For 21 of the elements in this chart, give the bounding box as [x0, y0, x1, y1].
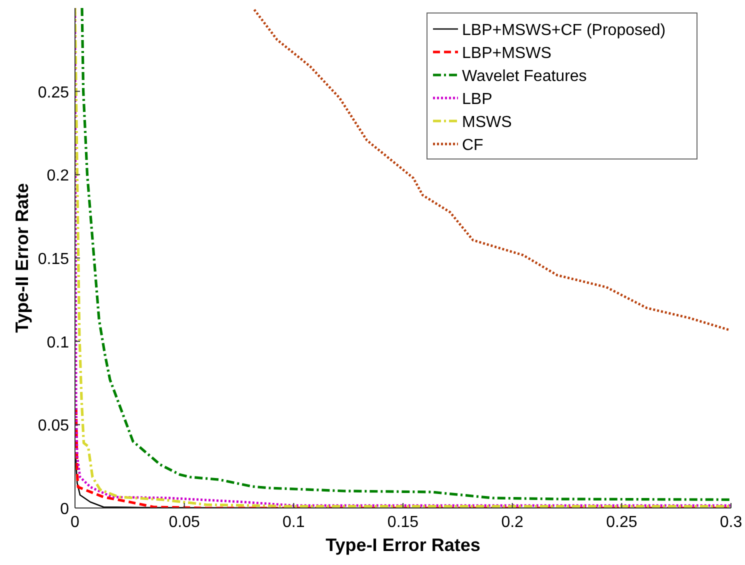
- x-tick-label: 0.15: [387, 514, 419, 531]
- x-tick-label: 0.05: [168, 514, 200, 531]
- y-tick-label: 0.2: [46, 168, 70, 185]
- y-tick-label: 0.1: [46, 334, 70, 352]
- legend-label: LBP+MSWS+CF (Proposed): [462, 22, 666, 39]
- legend-label: LBP+MSWS: [462, 45, 552, 62]
- y-tick-label: 0.15: [38, 251, 70, 268]
- x-tick-label: 0.3: [720, 514, 742, 531]
- legend-label: LBP: [462, 91, 492, 108]
- y-tick-label: 0.05: [38, 418, 70, 435]
- legend-label: Wavelet Features: [462, 68, 587, 85]
- y-axis-title: Type-II Error Rate: [12, 183, 32, 333]
- legend-label: CF: [462, 137, 484, 154]
- x-axis-title: Type-I Error Rates: [326, 535, 480, 555]
- y-tick-label: 0: [60, 501, 70, 518]
- legend-label: MSWS: [462, 114, 512, 131]
- y-tick-label: 0.25: [38, 84, 70, 102]
- x-tick-label: 0.2: [501, 514, 524, 531]
- x-tick-label: 0.25: [606, 514, 638, 531]
- x-tick-label: 0: [70, 514, 80, 531]
- x-tick-label: 0.1: [282, 514, 305, 531]
